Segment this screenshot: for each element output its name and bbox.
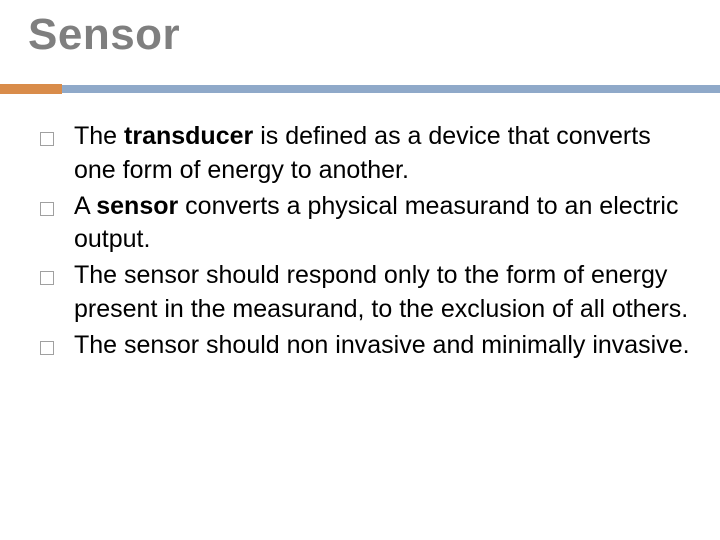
bullet-icon: [40, 341, 54, 355]
bullet-icon: [40, 132, 54, 146]
list-item: The sensor should non invasive and minim…: [40, 329, 692, 363]
bullet-text: The sensor should respond only to the fo…: [74, 259, 692, 327]
content-area: The transducer is defined as a device th…: [40, 120, 692, 364]
bullet-text: The transducer is defined as a device th…: [74, 120, 692, 188]
list-item: The sensor should respond only to the fo…: [40, 259, 692, 327]
slide-title: Sensor: [28, 10, 180, 60]
bullet-text: The sensor should non invasive and minim…: [74, 329, 690, 363]
list-item: The transducer is defined as a device th…: [40, 120, 692, 188]
bullet-icon: [40, 271, 54, 285]
bullet-icon: [40, 202, 54, 216]
accent-orange: [0, 84, 62, 94]
divider-bar: [0, 84, 720, 94]
list-item: A sensor converts a physical measurand t…: [40, 190, 692, 258]
accent-blue: [62, 85, 720, 93]
slide: Sensor The transducer is defined as a de…: [0, 0, 720, 540]
bullet-text: A sensor converts a physical measurand t…: [74, 190, 692, 258]
